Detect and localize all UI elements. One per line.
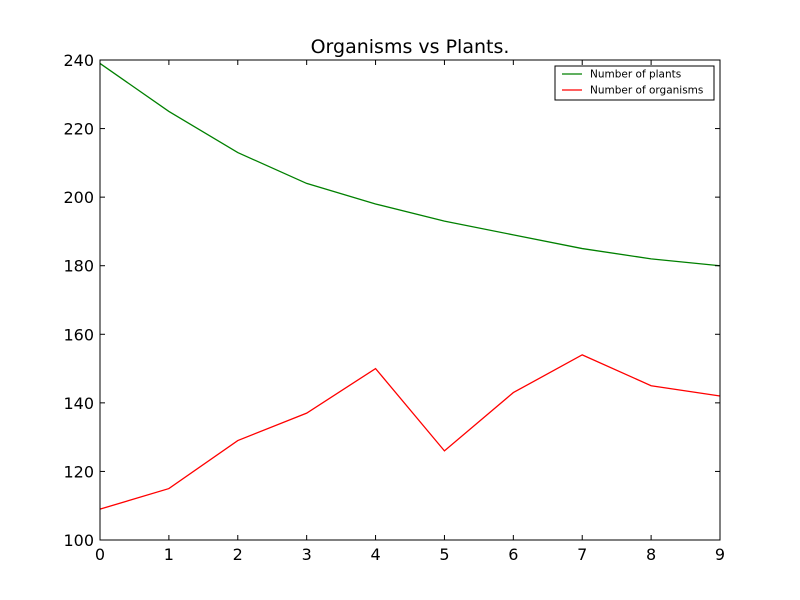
series-line-1 <box>99 354 721 510</box>
y-tick-label: 240 <box>63 51 94 70</box>
y-tick-label: 180 <box>63 257 94 276</box>
x-tick-label: 5 <box>439 545 449 564</box>
legend-box <box>554 65 715 101</box>
x-tick-label: 3 <box>302 545 312 564</box>
chart-title: Organisms vs Plants. <box>311 36 510 58</box>
x-tick-label: 6 <box>508 545 518 564</box>
y-tick-label: 220 <box>63 120 94 139</box>
legend-label-organisms: Number of organisms <box>590 85 703 97</box>
x-tick-label: 9 <box>715 545 725 564</box>
x-tick-label: 0 <box>95 545 105 564</box>
y-tick-label: 100 <box>63 531 94 550</box>
y-tick-label: 140 <box>63 394 94 413</box>
plot-frame <box>99 59 721 541</box>
series-layer <box>99 62 721 510</box>
x-tick-label: 2 <box>233 545 243 564</box>
y-tick-label: 200 <box>63 188 94 207</box>
legend-label-plants: Number of plants <box>590 69 681 81</box>
x-tick-label: 4 <box>370 545 380 564</box>
y-tick-label: 160 <box>63 325 94 344</box>
x-tick-label: 1 <box>164 545 174 564</box>
x-tick-label: 7 <box>577 545 587 564</box>
series-line-0 <box>99 62 721 267</box>
x-tick-label: 8 <box>646 545 656 564</box>
ticks-layer: 0 1 2 3 4 5 6 7 8 9 100 120 140 160 180 200 220 240 <box>63 51 725 564</box>
legend: Number of plants Number of organisms <box>554 65 715 101</box>
y-tick-label: 120 <box>63 462 94 481</box>
